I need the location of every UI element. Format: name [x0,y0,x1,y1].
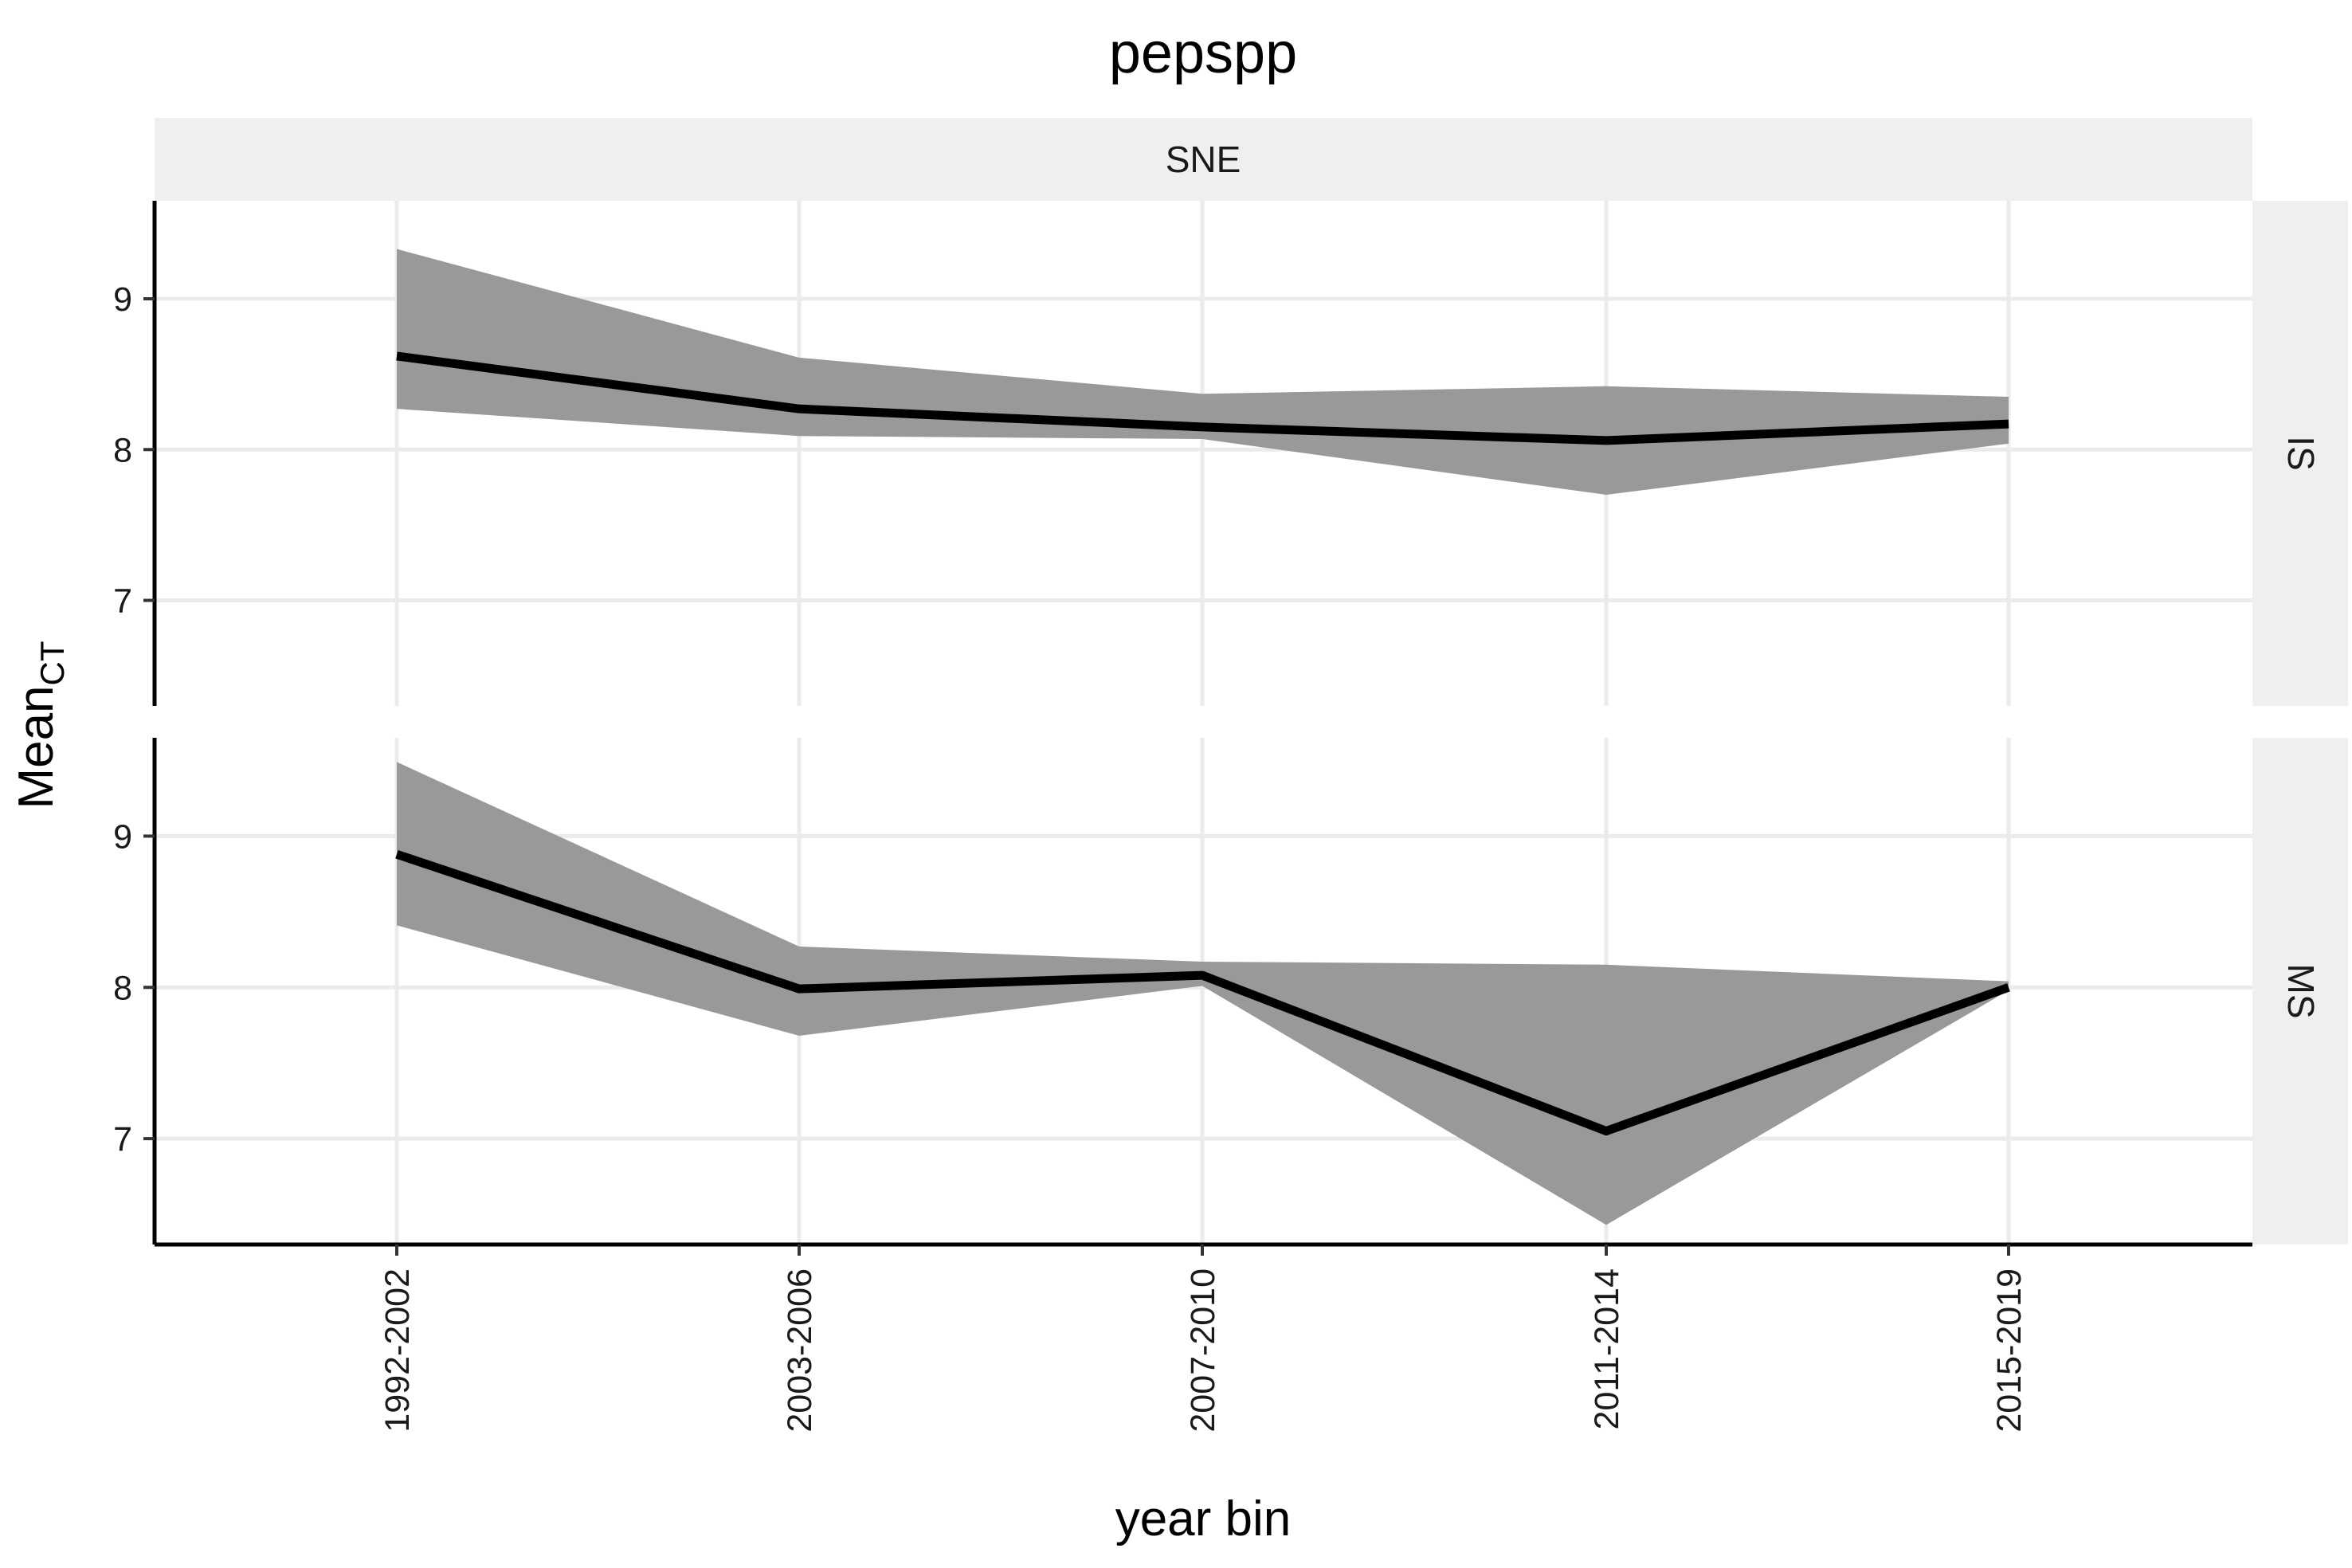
x-tick-label: 2007-2010 [1184,1268,1222,1433]
mean-line [396,351,2009,445]
panel-is: 7 8 9 [113,201,2252,706]
y-axis-title-subscript: CT [33,641,71,685]
y-axis-title-group: MeanCT [9,641,71,809]
facet-strip-top-label: SNE [1166,139,1241,180]
x-tick-label: 2003-2006 [781,1268,819,1433]
x-tick-label: 2015-2019 [1990,1268,2029,1433]
y-axis-title-main: Mean [9,685,64,809]
y-axis-title: MeanCT [9,641,71,809]
y-tick-label: 7 [113,582,132,621]
mean-line [395,849,2010,1136]
facet-strip-right-ms-label: MS [2280,964,2322,1019]
x-tick-label: 1992-2002 [378,1268,417,1433]
x-axis: 1992-2002 2003-2006 2007-2010 2011-2014 2015… [155,1242,2252,1433]
y-tick-label: 9 [113,280,132,319]
facet-strip-right-ms [2252,738,2348,1245]
y-tick-label: 9 [113,817,132,856]
y-tick-label: 8 [113,431,132,469]
x-axis-title: year bin [1115,1492,1292,1546]
ci-ribbon [397,762,2009,1225]
facet-strip-right-is-label: IS [2280,436,2322,470]
x-tick-label: 2011-2014 [1588,1268,1626,1429]
y-tick-label: 8 [113,969,132,1007]
ci-ribbon [397,249,2009,496]
facet-strip-top [155,118,2252,201]
y-tick-label: 7 [113,1120,132,1158]
panel-ms: 7 8 9 [113,738,2252,1245]
chart-title: pepspp [1109,22,1297,85]
facet-strip-right-is [2252,201,2348,706]
